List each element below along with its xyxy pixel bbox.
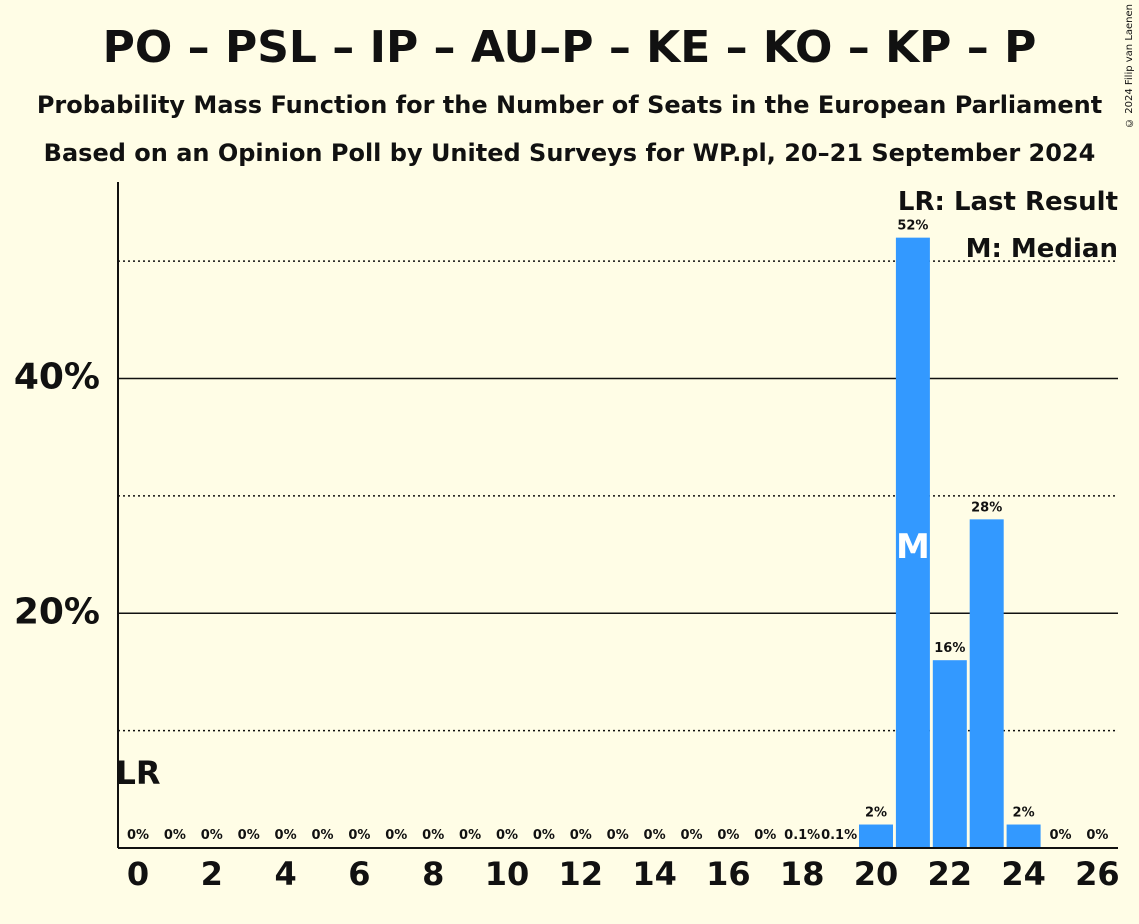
x-tick-label: 4 bbox=[274, 855, 296, 893]
legend-median: M: Median bbox=[966, 234, 1118, 264]
bar-value-label: 0% bbox=[533, 828, 555, 843]
median-marker: M bbox=[896, 527, 930, 567]
bar-value-label: 0% bbox=[127, 828, 149, 843]
bar-value-label: 16% bbox=[934, 641, 965, 656]
last-result-marker: LR bbox=[115, 754, 160, 792]
bar-value-label: 0% bbox=[164, 828, 186, 843]
chart-source-line: Based on an Opinion Poll by United Surve… bbox=[43, 139, 1096, 167]
bar-value-label: 0% bbox=[348, 828, 370, 843]
x-tick-label: 22 bbox=[928, 855, 973, 893]
bar-value-label: 0% bbox=[607, 828, 629, 843]
x-tick-label: 20 bbox=[854, 855, 899, 893]
x-tick-label: 16 bbox=[706, 855, 751, 893]
x-tick-label: 2 bbox=[201, 855, 223, 893]
x-tick-label: 8 bbox=[422, 855, 444, 893]
bar-value-label: 0% bbox=[1049, 828, 1071, 843]
bar-seat-24 bbox=[1006, 824, 1041, 848]
x-tick-label: 26 bbox=[1075, 855, 1120, 893]
x-tick-label: 14 bbox=[632, 855, 677, 893]
x-tick-label: 12 bbox=[559, 855, 604, 893]
x-tick-label: 18 bbox=[780, 855, 825, 893]
x-tick-label: 6 bbox=[348, 855, 370, 893]
legend-last-result: LR: Last Result bbox=[898, 187, 1118, 217]
bar-value-label: 0.1% bbox=[821, 828, 857, 843]
x-tick-label: 24 bbox=[1001, 855, 1046, 893]
bar-value-label: 0% bbox=[385, 828, 407, 843]
bar-value-label: 0% bbox=[422, 828, 444, 843]
chart-title: PO – PSL – IP – AU–P – KE – KO – KP – P bbox=[102, 22, 1037, 73]
bar-value-label: 0% bbox=[717, 828, 739, 843]
bar-value-label: 0% bbox=[311, 828, 333, 843]
bar-value-label: 0.1% bbox=[784, 828, 820, 843]
y-tick-label: 20% bbox=[14, 591, 100, 632]
bar-value-label: 0% bbox=[754, 828, 776, 843]
bar-value-label: 0% bbox=[496, 828, 518, 843]
bar-value-label: 28% bbox=[971, 500, 1002, 515]
bar-value-label: 0% bbox=[201, 828, 223, 843]
bar-value-label: 0% bbox=[644, 828, 666, 843]
bar-value-label: 0% bbox=[1086, 828, 1108, 843]
bar-value-label: 0% bbox=[275, 828, 297, 843]
bar-seat-23 bbox=[969, 519, 1004, 848]
bar-seat-21 bbox=[895, 237, 930, 848]
bar-seat-20 bbox=[859, 824, 893, 848]
x-tick-label: 0 bbox=[127, 855, 149, 893]
bar-value-label: 0% bbox=[680, 828, 702, 843]
bar-value-label: 2% bbox=[1013, 806, 1035, 821]
bar-value-label: 0% bbox=[570, 828, 592, 843]
bar-seat-22 bbox=[932, 660, 967, 848]
bar-value-label: 0% bbox=[238, 828, 260, 843]
x-tick-label: 10 bbox=[485, 855, 530, 893]
y-tick-label: 40% bbox=[14, 357, 100, 398]
bar-value-label: 52% bbox=[897, 219, 928, 234]
bar-value-label: 2% bbox=[865, 806, 887, 821]
chart-subtitle: Probability Mass Function for the Number… bbox=[36, 91, 1103, 119]
bar-value-label: 0% bbox=[459, 828, 481, 843]
